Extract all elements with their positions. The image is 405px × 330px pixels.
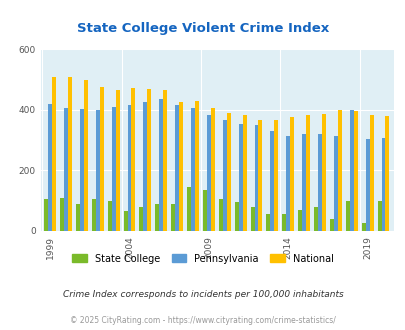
Bar bbox=[337, 110, 341, 231]
Bar bbox=[377, 201, 381, 231]
Text: © 2025 CityRating.com - https://www.cityrating.com/crime-statistics/: © 2025 CityRating.com - https://www.city… bbox=[70, 316, 335, 325]
Bar bbox=[369, 115, 373, 231]
Bar bbox=[345, 201, 349, 231]
Legend: State College, Pennsylvania, National: State College, Pennsylvania, National bbox=[68, 249, 337, 267]
Bar bbox=[384, 116, 388, 231]
Bar bbox=[84, 80, 87, 231]
Bar bbox=[44, 199, 48, 231]
Bar bbox=[301, 134, 305, 231]
Bar bbox=[96, 110, 100, 231]
Bar bbox=[76, 204, 80, 231]
Bar bbox=[147, 89, 151, 231]
Bar bbox=[52, 77, 56, 231]
Bar bbox=[254, 125, 258, 231]
Bar bbox=[107, 201, 111, 231]
Bar bbox=[163, 90, 167, 231]
Bar bbox=[238, 124, 242, 231]
Bar bbox=[175, 106, 179, 231]
Bar bbox=[100, 87, 103, 231]
Bar bbox=[365, 139, 369, 231]
Text: Crime Index corresponds to incidents per 100,000 inhabitants: Crime Index corresponds to incidents per… bbox=[62, 290, 343, 299]
Bar bbox=[317, 134, 321, 231]
Bar bbox=[290, 117, 294, 231]
Bar bbox=[329, 219, 333, 231]
Bar bbox=[381, 138, 384, 231]
Bar bbox=[187, 187, 190, 231]
Bar bbox=[127, 106, 131, 231]
Bar bbox=[222, 120, 226, 231]
Bar bbox=[207, 115, 210, 231]
Bar bbox=[155, 204, 159, 231]
Bar bbox=[286, 136, 290, 231]
Bar bbox=[131, 88, 135, 231]
Bar bbox=[270, 131, 274, 231]
Bar bbox=[64, 108, 68, 231]
Bar bbox=[171, 204, 175, 231]
Bar bbox=[80, 109, 84, 231]
Bar bbox=[242, 115, 246, 231]
Bar bbox=[250, 207, 254, 231]
Bar bbox=[92, 199, 96, 231]
Bar bbox=[111, 107, 115, 231]
Bar bbox=[274, 120, 278, 231]
Bar bbox=[202, 190, 207, 231]
Bar bbox=[258, 120, 262, 231]
Bar bbox=[60, 198, 64, 231]
Bar bbox=[226, 113, 230, 231]
Bar bbox=[234, 202, 238, 231]
Bar bbox=[313, 207, 317, 231]
Bar bbox=[194, 101, 198, 231]
Text: State College Violent Crime Index: State College Violent Crime Index bbox=[77, 22, 328, 35]
Bar bbox=[353, 111, 357, 231]
Bar bbox=[210, 109, 214, 231]
Bar bbox=[68, 77, 72, 231]
Bar bbox=[297, 210, 301, 231]
Bar bbox=[123, 211, 127, 231]
Bar bbox=[321, 114, 325, 231]
Bar bbox=[333, 136, 337, 231]
Bar bbox=[115, 90, 119, 231]
Bar bbox=[143, 102, 147, 231]
Bar bbox=[266, 214, 270, 231]
Bar bbox=[190, 108, 194, 231]
Bar bbox=[218, 199, 222, 231]
Bar bbox=[159, 98, 163, 231]
Bar bbox=[139, 207, 143, 231]
Bar bbox=[179, 102, 183, 231]
Bar bbox=[361, 223, 365, 231]
Bar bbox=[281, 214, 286, 231]
Bar bbox=[305, 115, 309, 231]
Bar bbox=[48, 104, 52, 231]
Bar bbox=[349, 110, 353, 231]
